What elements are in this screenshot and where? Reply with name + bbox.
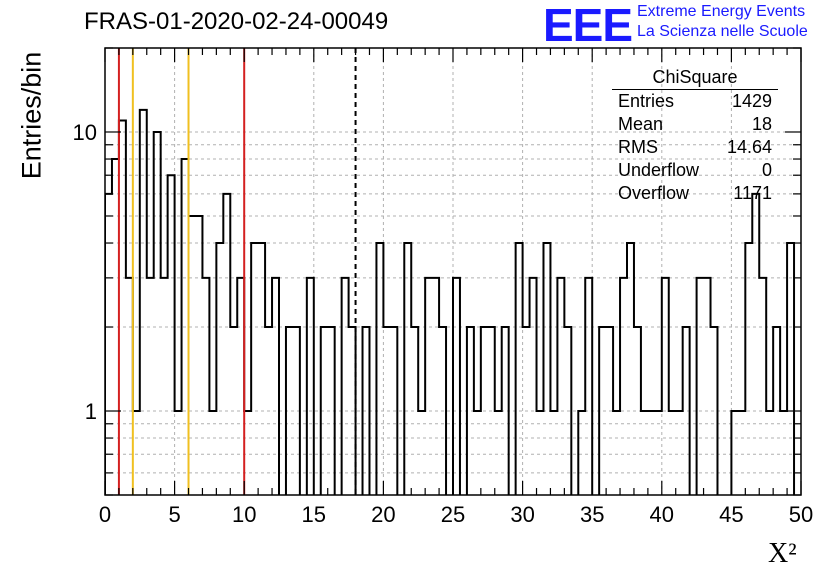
stats-label: Overflow [618, 183, 690, 203]
stats-row-underflow: Underflow 0 [612, 159, 778, 182]
y-tick-label: 10 [73, 120, 97, 145]
x-tick-label: 50 [789, 502, 813, 527]
x-tick-label: 10 [232, 502, 256, 527]
x-tick-label: 45 [719, 502, 743, 527]
stats-row-entries: Entries 1429 [612, 90, 778, 113]
stats-label: RMS [618, 137, 658, 157]
histogram-series [105, 108, 801, 495]
stats-row-overflow: Overflow 1171 [612, 182, 778, 205]
stats-value: 14.64 [726, 137, 772, 157]
stats-value: 1429 [731, 91, 772, 111]
x-tick-label: 5 [168, 502, 180, 527]
x-tick-label: 40 [650, 502, 674, 527]
x-axis-label: X² [768, 538, 797, 569]
stats-value: 0 [761, 160, 772, 180]
x-tick-label: 15 [302, 502, 326, 527]
y-tick-label: 1 [85, 399, 97, 424]
eee-logo: EEE [543, 0, 633, 51]
stats-value: 18 [751, 114, 772, 134]
reference-lines [117, 48, 357, 495]
stats-label: Mean [618, 114, 664, 134]
x-tick-label: 30 [510, 502, 534, 527]
axis-ticks [104, 47, 802, 496]
stats-row-mean: Mean 18 [612, 113, 778, 136]
stats-row-rms: RMS 14.64 [612, 136, 778, 159]
x-tick-label: 20 [371, 502, 395, 527]
x-tick-label: 35 [580, 502, 604, 527]
stats-title: ChiSquare [612, 66, 778, 90]
y-axis-label: Entries/bin [16, 51, 47, 180]
run-title: FRAS-01-2020-02-24-00049 [84, 8, 389, 35]
stats-label: Underflow [618, 160, 700, 180]
stats-box: ChiSquare Entries 1429 Mean 18 RMS 14.64… [612, 66, 778, 205]
stats-value: 1171 [733, 183, 772, 203]
logo-line-2: La Scienza nelle Scuole [637, 23, 808, 40]
stats-label: Entries [618, 91, 675, 111]
logo-line-1: Extreme Energy Events [637, 3, 806, 20]
x-tick-label: 25 [441, 502, 465, 527]
axis-tick-labels: 0 5 10 15 20 25 30 35 40 45 50 1 10 [73, 120, 814, 527]
x-tick-label: 0 [99, 502, 111, 527]
